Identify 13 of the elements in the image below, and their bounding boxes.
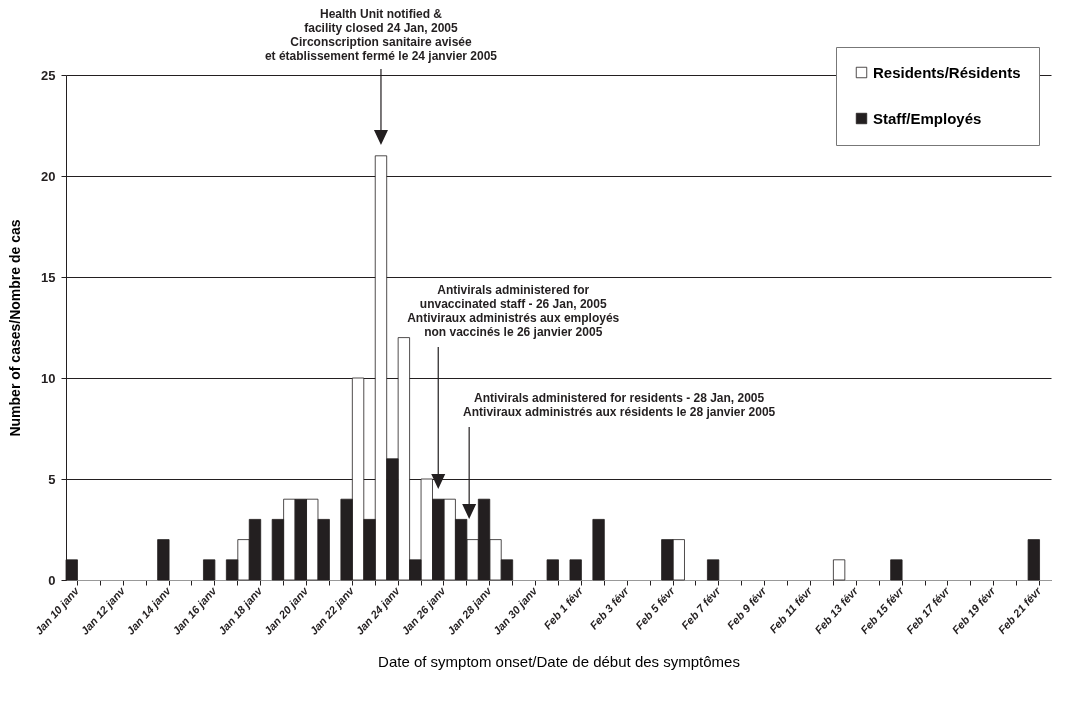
y-tick-label: 0 (48, 572, 56, 588)
y-tick-label: 25 (41, 67, 56, 83)
y-tick-label: 15 (41, 269, 56, 285)
y-tick-label: 10 (41, 370, 56, 386)
y-tick-label: 20 (41, 168, 56, 184)
text: Health Unit notified & facility closed 24 Jan, 2005 Circonscription sanitaire avisée et établissement fermé le 24 janvier 2005 (264, 7, 498, 63)
y-axis-title: Number of cases/Nombre de cas (7, 219, 24, 437)
legend-label: Residents/Résidents (873, 63, 1021, 81)
y-tick-label: 5 (48, 471, 56, 487)
legend-label: Staff/Employés (873, 109, 982, 127)
x-axis-title: Date of symptom onset/Date de début des symptômes (378, 652, 740, 670)
annotation: Antivirals administered for residents - 28 Jan, 2005 Antiviraux administrés aux résidents le 28 janvier 2005 (463, 391, 776, 419)
annotation: Antivirals administered for unvaccinated staff - 26 Jan, 2005 Antiviraux administrés aux employés non vaccinés le 26 janvier 2005 (407, 283, 620, 339)
